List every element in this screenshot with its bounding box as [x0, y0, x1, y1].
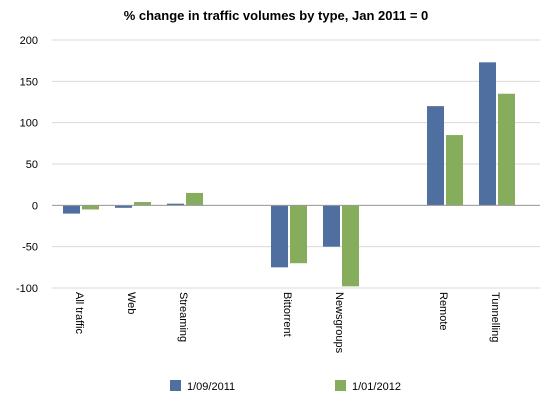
- y-tick-label: 50: [26, 159, 38, 171]
- bar-series1: [479, 62, 496, 206]
- bar-series1: [323, 205, 340, 247]
- bar-series2: [342, 205, 359, 287]
- y-tick-label: 150: [20, 76, 38, 88]
- x-tick-label: Bittorrent: [281, 292, 293, 337]
- x-tick-label: Streaming: [177, 292, 189, 342]
- legend-swatch: [335, 380, 346, 391]
- x-tick-label: Newsgroups: [333, 292, 345, 354]
- bar-series1: [167, 203, 184, 206]
- x-tick-label: All traffic: [73, 292, 85, 334]
- legend-swatch: [170, 380, 181, 391]
- y-tick-label: 0: [32, 200, 38, 212]
- bar-series2: [186, 192, 203, 206]
- legend-label: 1/01/2012: [352, 381, 401, 393]
- bar-series1: [427, 106, 444, 206]
- bar-series2: [134, 202, 151, 206]
- bar-series2: [498, 93, 515, 206]
- bar-series1: [115, 205, 132, 208]
- chart-title: % change in traffic volumes by type, Jan…: [123, 8, 429, 23]
- y-tick-label: -100: [16, 283, 38, 295]
- x-tick-label: Remote: [437, 292, 449, 331]
- bar-series1: [63, 205, 80, 214]
- bar-series2: [82, 205, 99, 210]
- x-tick-label: Tunnelling: [489, 292, 501, 342]
- y-tick-label: 200: [20, 35, 38, 47]
- legend-label: 1/09/2011: [187, 381, 235, 393]
- bar-series2: [446, 135, 463, 206]
- bar-series2: [290, 205, 307, 264]
- y-tick-label: -50: [22, 242, 38, 254]
- y-tick-label: 100: [20, 118, 38, 130]
- bar-series1: [271, 205, 288, 268]
- x-tick-label: Web: [125, 292, 137, 314]
